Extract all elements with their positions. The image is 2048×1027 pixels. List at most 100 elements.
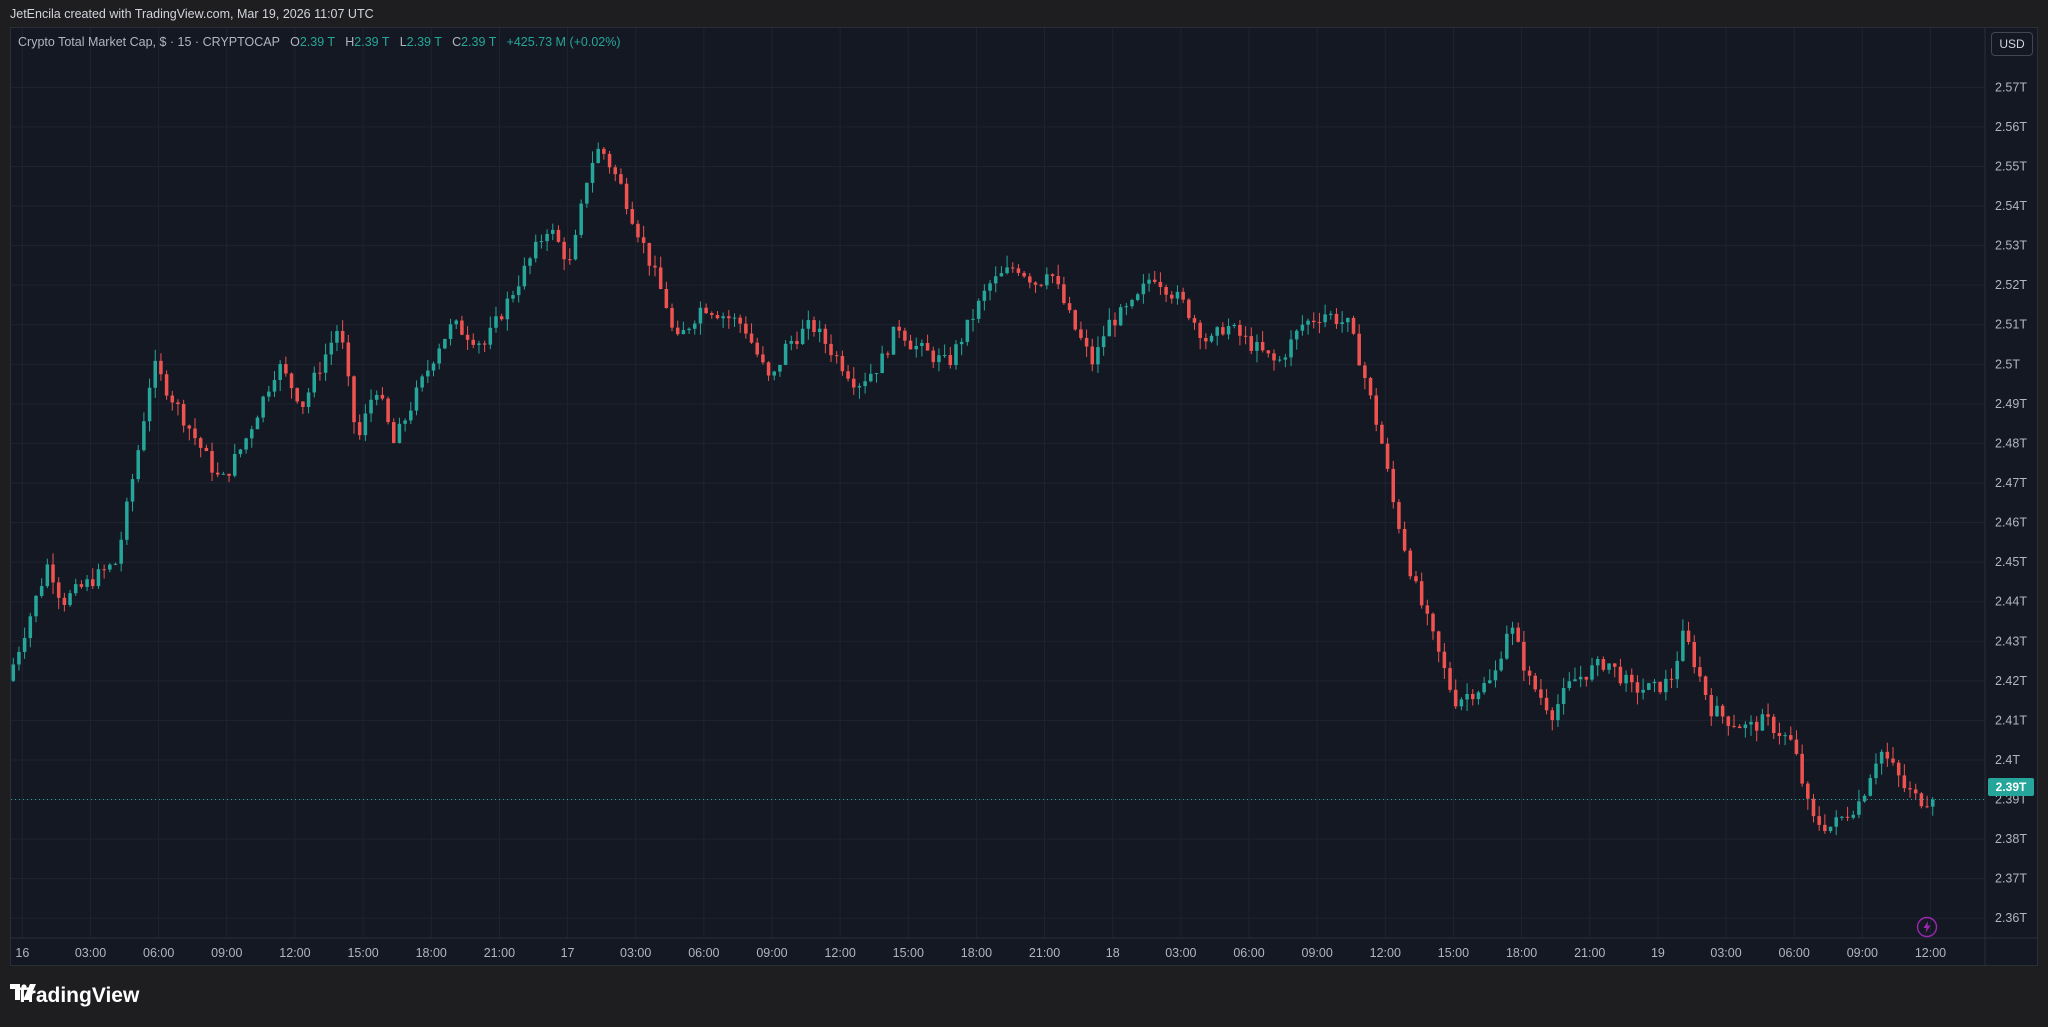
candle-body [1698,667,1702,677]
x-tick-label: 09:00 [1302,946,1333,960]
candle-body [1874,763,1878,779]
candle [28,612,33,648]
y-tick-label: 2.57T [1995,80,2027,94]
candle [1544,688,1549,715]
candle-body [1181,291,1185,300]
candle [187,424,192,441]
y-tick-label: 2.47T [1995,476,2027,490]
candle [1311,312,1316,329]
candle-body [880,353,884,374]
candle [261,395,265,423]
lightning-icon[interactable] [1916,916,1938,938]
candle [352,375,356,434]
x-tick-label: 15:00 [347,946,378,960]
candle [1340,311,1344,333]
candle-body [647,242,652,266]
legend-close-label: C [452,35,462,49]
tradingview-logo[interactable]: TradingView [10,984,139,1008]
candle [73,578,78,596]
candle [925,334,930,351]
candle-body [426,370,430,377]
candle-body [812,320,816,332]
logo-text: TradingView [16,984,140,1007]
candle [812,316,816,337]
candle-body [1215,327,1219,336]
candle-body [846,371,850,379]
candle [1601,656,1606,672]
candle [545,229,549,251]
candle-body [460,320,464,335]
candle-body [1913,789,1918,794]
x-tick-label: 03:00 [1710,946,1741,960]
candle-body [1334,313,1339,324]
candle-body [1436,631,1441,652]
candle [1527,666,1532,686]
candle [1164,284,1168,303]
candle-body [545,233,549,242]
candle-body [22,638,27,652]
candle-body [687,328,691,331]
candle [1425,599,1430,626]
candle [579,199,583,238]
candle-body [1749,721,1753,725]
candle [1681,619,1685,662]
candle-body [1232,324,1237,327]
candle [380,387,385,401]
candle [1840,815,1844,821]
candle-body [1118,307,1123,326]
candle [397,417,402,444]
candle [1033,281,1038,293]
candle-body [147,387,152,422]
candle [1652,678,1657,693]
candle-body [1840,816,1844,818]
candle-body [1573,679,1577,682]
candle-body [1079,329,1083,338]
candle [1470,689,1475,706]
candle [374,390,379,406]
candle-body [397,423,402,443]
candle-body [181,404,186,426]
candle [976,298,981,323]
candle-body [596,148,600,163]
candle [1198,320,1202,350]
candle [1550,707,1555,731]
candle [1419,572,1424,609]
candle [681,321,686,335]
x-tick-label: 15:00 [1438,946,1469,960]
chart-pane[interactable] [10,27,2038,966]
candle-body [1624,674,1628,684]
candle [289,372,294,399]
candle [1590,657,1594,682]
candle [1493,660,1498,688]
candle-body [1533,675,1537,690]
currency-button[interactable]: USD [1991,32,2033,56]
candle-body [1209,335,1214,342]
candle [1045,267,1049,290]
candle [1635,675,1640,705]
candle [1567,672,1572,691]
candle-body [102,569,106,571]
candle [1913,783,1918,800]
y-tick-label: 2.56T [1995,120,2027,134]
candle-body [1862,795,1867,802]
candle-body [1147,279,1151,284]
candle [653,255,657,277]
candle-body [1062,284,1066,304]
candle [62,592,67,612]
candle [1743,721,1748,738]
candle [1556,694,1560,727]
candle-body [1323,314,1327,323]
candle [255,415,260,430]
axis-layer: 2.36T 2.37T 2.38T 2.39T 2.4T 2.41T 2.42T 2.43T 2… [11,28,2037,965]
candle [954,340,958,370]
candle-body [499,316,504,320]
candle [1482,676,1486,695]
candle [1431,612,1435,640]
candle-body [1834,817,1838,827]
candle [749,323,754,344]
candle-layer [11,142,1985,836]
candle-body [1459,699,1464,707]
candle [931,346,936,369]
candle-body [221,473,226,475]
